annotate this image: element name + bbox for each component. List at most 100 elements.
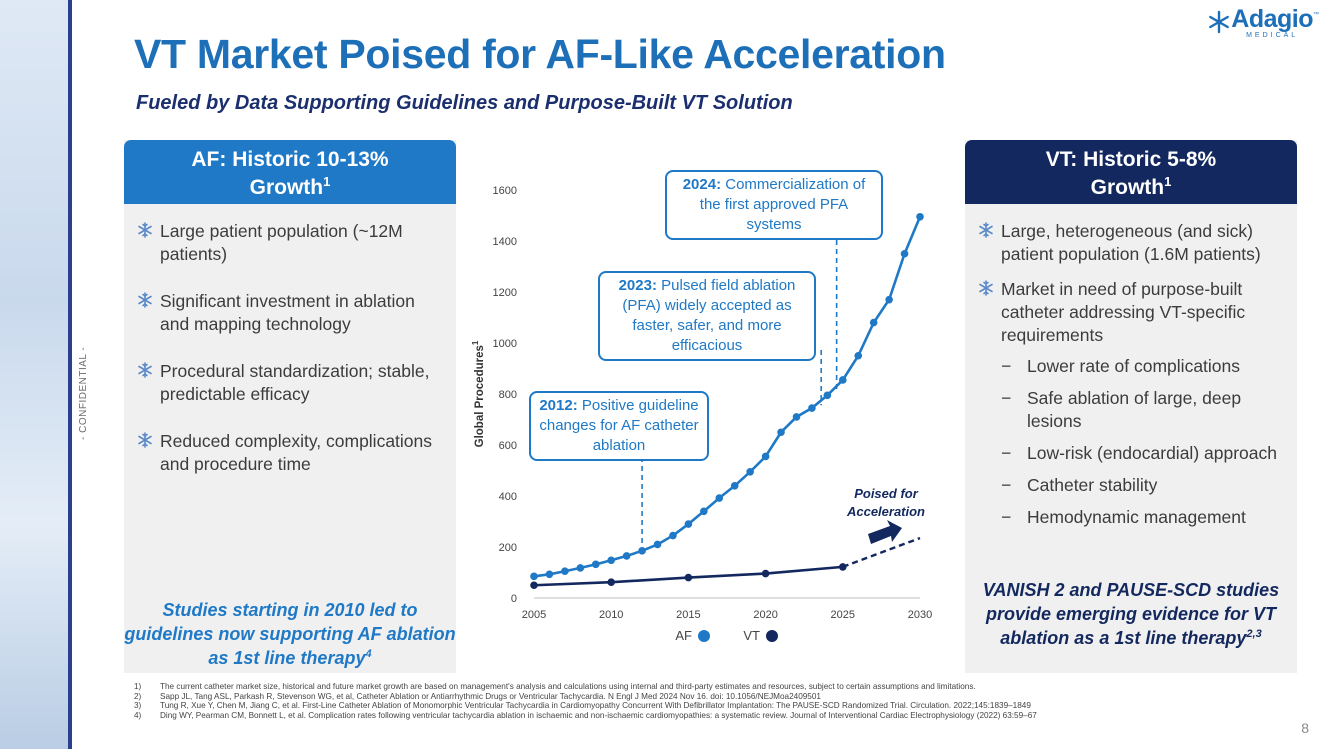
af-data-point: [607, 556, 615, 565]
list-item: Significant investment in ablation and m…: [136, 290, 446, 336]
af-data-point: [653, 540, 662, 549]
x-tick-label: 2030: [908, 609, 932, 621]
af-panel-heading: AF: Historic 10-13% Growth1: [124, 140, 456, 204]
af-callout: Studies starting in 2010 led to guidelin…: [124, 600, 456, 668]
y-axis-label: Global Procedures1: [471, 340, 486, 447]
af-data-point: [561, 567, 569, 576]
y-tick-label: 1200: [493, 287, 517, 299]
legend-marker-af: [698, 630, 710, 642]
list-item: − Hemodynamic management: [1001, 507, 1246, 527]
poised-label: Poised for: [854, 486, 919, 501]
y-tick-label: 600: [499, 440, 517, 452]
vt-sub-bullet-list: − Lower rate of complications − Safe ablat…: [965, 355, 1297, 529]
af-panel: AF: Historic 10-13% Growth1 Large patien…: [124, 140, 456, 673]
y-tick-label: 400: [499, 491, 517, 503]
vt-bullet-list: Large, heterogeneous (and sick) patient …: [965, 204, 1297, 347]
af-data-point: [545, 570, 554, 579]
x-tick-label: 2025: [831, 609, 855, 621]
logo-wordmark: Adagio: [1231, 5, 1313, 33]
af-bullet-list: Large patient population (~12M patients)…: [124, 204, 456, 476]
list-item: − Safe ablation of large, deep lesions: [1001, 388, 1242, 431]
snowflake-bullet-icon: [979, 222, 993, 238]
af-data-point: [746, 467, 754, 476]
x-tick-label: 2020: [753, 609, 777, 621]
snowflake-bullet-icon: [138, 222, 152, 238]
list-item: Reduced complexity, complications and pr…: [136, 430, 446, 476]
sidebar-divider: [68, 0, 72, 749]
vt-panel: VT: Historic 5-8% Growth1 Large, heterog…: [965, 140, 1297, 673]
decorative-sidebar: [0, 0, 68, 749]
snowflake-bullet-icon: [138, 292, 152, 308]
y-tick-label: 200: [499, 542, 517, 554]
vt-callout: VANISH 2 and PAUSE-SCD studies provide e…: [982, 580, 1280, 648]
vt-data-point: [530, 581, 538, 590]
x-tick-label: 2010: [599, 609, 623, 621]
list-item: Large patient population (~12M patients): [136, 220, 446, 266]
legend-label-vt: VT: [743, 628, 760, 643]
annotation-2023: 2023: Pulsed field ablation (PFA) widely…: [598, 271, 816, 361]
af-data-point: [885, 295, 893, 304]
vt-panel-heading: VT: Historic 5-8% Growth1: [965, 140, 1297, 204]
af-data-point: [591, 560, 600, 569]
x-tick-label: 2005: [522, 609, 546, 621]
af-data-point: [622, 552, 631, 560]
footnote: 4) Ding WY, Pearman CM, Bonnett L, et al.…: [134, 710, 1037, 720]
af-data-point: [808, 404, 816, 412]
af-data-point: [916, 212, 924, 221]
af-data-point: [576, 564, 585, 572]
list-item: Large, heterogeneous (and sick) patient …: [977, 220, 1287, 266]
list-item: − Lower rate of complications: [1001, 356, 1241, 376]
chart-svg: 0 200 400 600 800 1000 1200 1400 1600 2005 2010 201…: [471, 185, 932, 643]
y-tick-label: 1600: [493, 185, 517, 197]
af-data-point: [761, 452, 770, 461]
af-data-point: [638, 547, 646, 555]
poised-label-line2: Acceleration: [846, 504, 925, 519]
list-item: − Low-risk (endocardial) approach: [1001, 443, 1277, 463]
list-item: Market in need of purpose-built catheter…: [977, 278, 1287, 347]
y-tick-label: 1000: [493, 338, 517, 350]
footnote: 2) Sapp JL, Tang ASL, Parkash R, Stevenso…: [134, 691, 821, 701]
vt-data-point: [684, 573, 693, 582]
y-tick-label: 800: [499, 389, 517, 401]
af-data-point: [730, 482, 739, 490]
footnote: 3) Tung R, Xue Y, Chen M, Jiang C, et al.…: [134, 701, 1031, 711]
list-item: Procedural standardization; stable, pred…: [136, 360, 446, 406]
af-data-point: [669, 531, 677, 540]
af-data-point: [715, 494, 724, 502]
vt-projection-line: [842, 536, 921, 569]
footnote: 1) The current catheter market size, hist…: [134, 682, 976, 691]
list-item: − Catheter stability: [1001, 475, 1158, 495]
logo-trademark: ™: [1313, 12, 1319, 18]
confidential-label: - CONFIDENTIAL -: [78, 346, 89, 440]
logo-submark: MEDICAL: [1246, 32, 1299, 39]
af-data-point: [900, 249, 909, 258]
snowflake-bullet-icon: [979, 280, 993, 296]
af-data-point: [839, 376, 847, 384]
af-data-point: [869, 318, 878, 327]
page-subtitle: Fueled by Data Supporting Guidelines and…: [136, 92, 793, 114]
y-tick-label: 1400: [493, 236, 517, 248]
legend-label-af: AF: [675, 628, 692, 643]
x-tick-label: 2015: [676, 609, 700, 621]
af-data-point: [792, 413, 801, 421]
af-data-point: [823, 391, 832, 400]
procedures-chart: 0 200 400 600 800 1000 1200 1400 1600 2005 2010 201…: [466, 160, 956, 660]
vt-data-point: [607, 578, 615, 586]
y-axis-label-superscript: 1: [471, 340, 480, 345]
footnotes: 1) The current catheter market size, hist…: [134, 682, 1254, 720]
af-data-point: [700, 507, 708, 516]
annotation-2012: 2012: Positive guideline changes for AF …: [529, 391, 709, 461]
snowflake-bullet-icon: [138, 362, 152, 378]
y-tick-label: 0: [511, 593, 517, 605]
vt-data-point: [761, 569, 770, 578]
legend-marker-vt: [766, 630, 778, 642]
af-data-point: [777, 428, 785, 437]
adagio-logo: Adagio MEDICAL ™: [1207, 6, 1319, 40]
snowflake-bullet-icon: [138, 432, 152, 448]
af-data-point: [684, 520, 693, 528]
annotation-2024: 2024: Commercialization of the first app…: [665, 170, 883, 240]
page-number: 8: [1301, 720, 1309, 736]
vt-data-point: [839, 563, 847, 571]
af-data-point: [854, 351, 863, 360]
af-data-point: [530, 572, 538, 581]
